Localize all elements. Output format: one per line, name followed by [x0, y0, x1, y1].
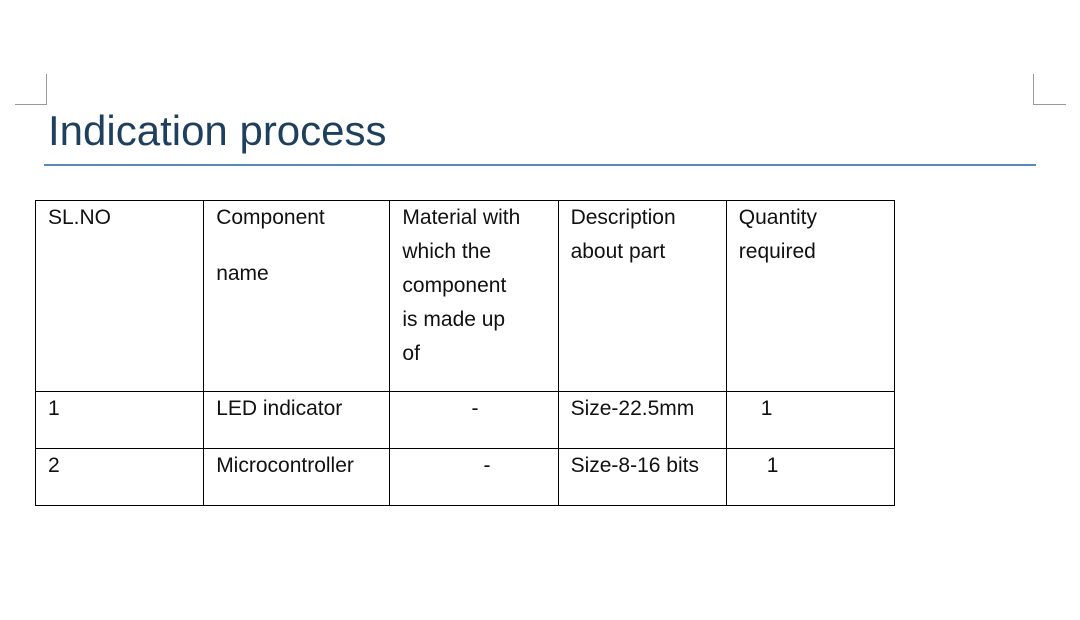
header-description-line: Description	[570, 206, 676, 229]
cell-description[interactable]: Size-8-16 bits	[557, 448, 727, 506]
header-cell-material[interactable]: Material with which the component is mad…	[389, 200, 559, 392]
table-row: 1 LED indicator - Size-22.5mm 1	[34, 391, 896, 449]
table-header-row: SL.NO Component name Material with which…	[34, 200, 896, 392]
header-component-line: name	[216, 262, 269, 285]
cell-sl-no[interactable]: 2	[34, 448, 205, 506]
crop-mark-top-left	[15, 104, 47, 105]
header-cell-description[interactable]: Description about part	[557, 200, 727, 392]
cell-component[interactable]: Microcontroller	[203, 448, 391, 506]
header-material-line: Material with	[402, 206, 521, 229]
description-value: Size-22.5mm	[570, 397, 695, 420]
header-quantity-line: Quantity	[738, 206, 817, 229]
header-material-line: is made up	[402, 308, 506, 331]
cell-material[interactable]: -	[389, 448, 559, 506]
material-value: -	[471, 397, 479, 420]
header-material-line: of	[402, 342, 420, 365]
sl-no-value: 2	[48, 454, 60, 477]
cell-description[interactable]: Size-22.5mm	[557, 391, 727, 449]
header-cell-component-name[interactable]: Component name	[203, 200, 391, 392]
cell-component[interactable]: LED indicator	[203, 391, 391, 449]
header-cell-sl-no[interactable]: SL.NO	[34, 200, 205, 392]
header-quantity-line: required	[738, 240, 816, 263]
description-value: Size-8-16 bits	[570, 454, 699, 477]
component-value: LED indicator	[216, 397, 343, 420]
components-table: SL.NO Component name Material with which…	[34, 200, 896, 506]
header-material-line: component	[402, 274, 507, 297]
header-material-line: which the	[402, 240, 492, 263]
crop-mark-top-right	[1033, 74, 1034, 104]
material-value: -	[483, 454, 491, 477]
crop-mark-top-right	[1033, 104, 1066, 105]
component-value: Microcontroller	[216, 454, 354, 477]
cell-quantity[interactable]: 1	[725, 448, 896, 506]
cell-sl-no[interactable]: 1	[34, 391, 205, 449]
heading-underline	[44, 164, 1036, 166]
header-sl-no: SL.NO	[48, 206, 112, 229]
cell-material[interactable]: -	[389, 391, 559, 449]
sl-no-value: 1	[48, 397, 60, 420]
quantity-value: 1	[766, 454, 779, 477]
cell-quantity[interactable]: 1	[725, 391, 896, 449]
header-description-line: about part	[570, 240, 666, 263]
crop-mark-top-left	[46, 74, 47, 104]
header-cell-quantity[interactable]: Quantity required	[725, 200, 896, 392]
table-row: 2 Microcontroller - Size-8-16 bits 1	[34, 448, 896, 506]
header-component-line: Component	[216, 206, 325, 229]
section-heading[interactable]: Indication process	[48, 107, 387, 154]
quantity-value: 1	[760, 397, 773, 420]
